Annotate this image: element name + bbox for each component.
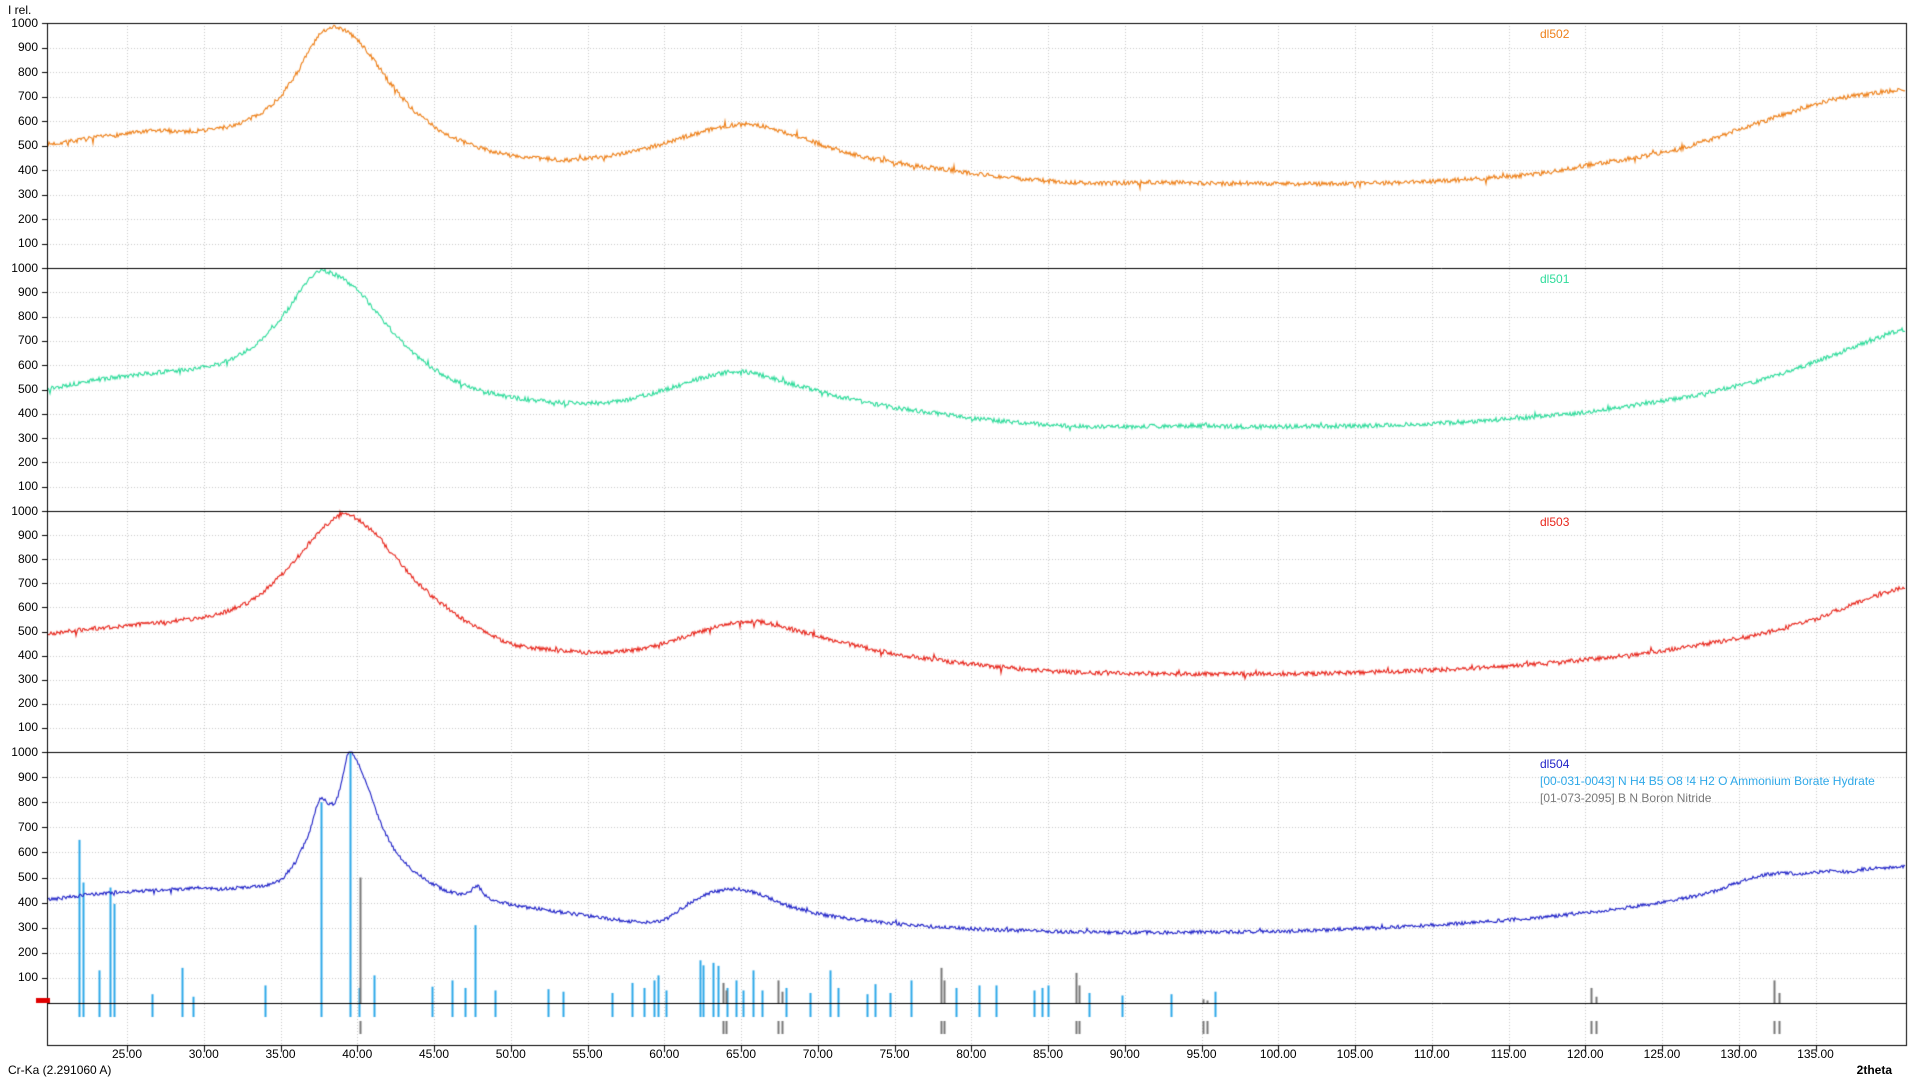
y-tick-label: 900 xyxy=(17,769,38,784)
x-tick-label: 110.00 xyxy=(1413,1047,1450,1061)
legend-scan-dl501: dl501 xyxy=(1540,272,1570,286)
x-tick-label: 125.00 xyxy=(1643,1047,1681,1061)
y-tick-label: 800 xyxy=(17,309,38,324)
x-tick-label: 80.00 xyxy=(956,1047,987,1061)
x-tick-label: 75.00 xyxy=(879,1047,910,1061)
y-tick-label: 1000 xyxy=(11,744,38,759)
x-tick-label: 25.00 xyxy=(111,1047,143,1061)
y-tick-label: 300 xyxy=(17,430,38,445)
x-tick-label: 65.00 xyxy=(725,1047,757,1061)
y-tick-label: 200 xyxy=(17,454,38,469)
y-tick-label: 700 xyxy=(17,333,38,348)
y-tick-label: 600 xyxy=(17,599,38,614)
y-tick-label: 700 xyxy=(17,575,38,590)
y-tick-label: 100 xyxy=(17,970,38,985)
x-tick-label: 60.00 xyxy=(649,1047,680,1061)
y-tick-label: 200 xyxy=(17,696,38,711)
y-tick-label: 1000 xyxy=(11,15,38,30)
y-tick-label: 900 xyxy=(17,527,38,542)
x-tick-label: 135.00 xyxy=(1797,1047,1834,1061)
legend-scan-dl504: dl504 xyxy=(1540,757,1570,771)
x-tick-label: 105.00 xyxy=(1336,1047,1374,1061)
y-tick-label: 900 xyxy=(17,284,38,299)
x-tick-label: 95.00 xyxy=(1186,1047,1217,1061)
y-tick-label: 800 xyxy=(17,794,38,809)
y-tick-label: 100 xyxy=(17,479,38,494)
x-tick-label: 45.00 xyxy=(418,1047,450,1061)
y-tick-label: 400 xyxy=(17,895,38,910)
y-tick-label: 200 xyxy=(17,211,38,226)
x-tick-label: 85.00 xyxy=(1032,1047,1064,1061)
x-axis-label: 2theta xyxy=(1856,1063,1892,1077)
x-tick-label: 90.00 xyxy=(1109,1047,1140,1061)
x-tick-label: 120.00 xyxy=(1566,1047,1604,1061)
y-tick-label: 700 xyxy=(17,819,38,834)
legend-scan-dl502: dl502 xyxy=(1540,27,1570,41)
legend-scan-dl503: dl503 xyxy=(1540,515,1570,529)
y-axis-title: I rel. xyxy=(8,3,32,17)
y-tick-label: 500 xyxy=(17,382,38,396)
y-tick-label: 300 xyxy=(17,672,38,687)
x-tick-label: 30.00 xyxy=(188,1047,219,1061)
y-tick-label: 300 xyxy=(17,187,38,201)
y-tick-label: 300 xyxy=(17,920,38,935)
y-tick-label: 900 xyxy=(17,40,38,54)
x-tick-label: 115.00 xyxy=(1490,1047,1527,1061)
y-tick-label: 600 xyxy=(17,844,38,859)
x-tick-label: 55.00 xyxy=(572,1047,603,1061)
x-tick-label: 35.00 xyxy=(265,1047,296,1061)
y-tick-label: 400 xyxy=(17,406,38,421)
y-tick-label: 600 xyxy=(17,357,38,372)
x-tick-label: 130.00 xyxy=(1720,1047,1758,1061)
radiation-label: Cr-Ka (2.291060 A) xyxy=(8,1063,112,1077)
x-tick-label: 70.00 xyxy=(802,1047,833,1061)
y-tick-label: 500 xyxy=(17,624,38,638)
y-tick-label: 400 xyxy=(17,648,38,663)
y-tick-label: 400 xyxy=(17,162,38,177)
y-tick-label: 800 xyxy=(17,551,38,566)
x-tick-label: 40.00 xyxy=(342,1047,373,1061)
y-tick-label: 200 xyxy=(17,945,38,960)
legend-reference-boron-nitride: [01-073-2095] B N Boron Nitride xyxy=(1540,791,1712,805)
y-tick-label: 100 xyxy=(17,720,38,735)
x-tick-label: 50.00 xyxy=(495,1047,526,1061)
y-tick-label: 100 xyxy=(17,236,38,250)
y-tick-label: 1000 xyxy=(11,503,38,518)
y-tick-label: 1000 xyxy=(11,260,38,275)
x-tick-label: 100.00 xyxy=(1259,1047,1297,1061)
y-tick-label: 800 xyxy=(17,64,38,79)
y-tick-label: 500 xyxy=(17,870,38,884)
y-tick-label: 700 xyxy=(17,89,38,103)
y-tick-label: 500 xyxy=(17,138,38,152)
legend-reference-ammonium-borate-hydrate: [00-031-0043] N H4 B5 O8 !4 H2 O Ammoniu… xyxy=(1540,774,1875,788)
y-tick-label: 600 xyxy=(17,113,38,128)
